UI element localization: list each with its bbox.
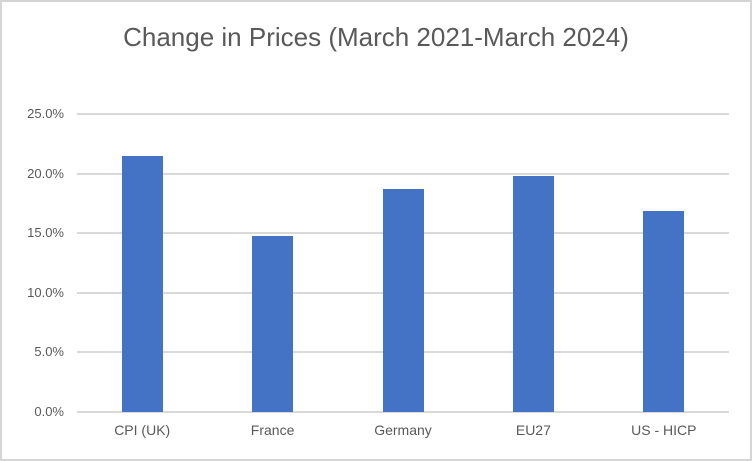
bar <box>382 189 424 412</box>
x-axis-category-label: EU27 <box>515 422 551 438</box>
bar <box>643 210 685 412</box>
y-axis-tick-label: 25.0% <box>27 106 64 121</box>
x-axis-line <box>77 411 729 413</box>
x-axis-category-label: France <box>250 422 295 438</box>
chart-title: Change in Prices (March 2021-March 2024) <box>123 22 629 52</box>
gridline <box>77 113 729 115</box>
y-axis-tick-label: 0.0% <box>34 404 64 419</box>
x-axis-category-label: Germany <box>374 422 432 438</box>
bar <box>512 175 554 412</box>
y-axis-tick-label: 20.0% <box>27 165 64 181</box>
y-axis-tick-label: 5.0% <box>34 344 64 360</box>
plot-area <box>77 113 729 413</box>
gridline <box>77 172 729 175</box>
x-axis-category-label: US - HICP <box>631 422 697 438</box>
y-axis-tick-label: 15.0% <box>27 225 64 241</box>
y-axis-tick-label: 10.0% <box>27 284 64 300</box>
bar <box>121 155 163 412</box>
x-axis-category-label: CPI (UK) <box>114 422 171 438</box>
bar <box>252 235 294 412</box>
